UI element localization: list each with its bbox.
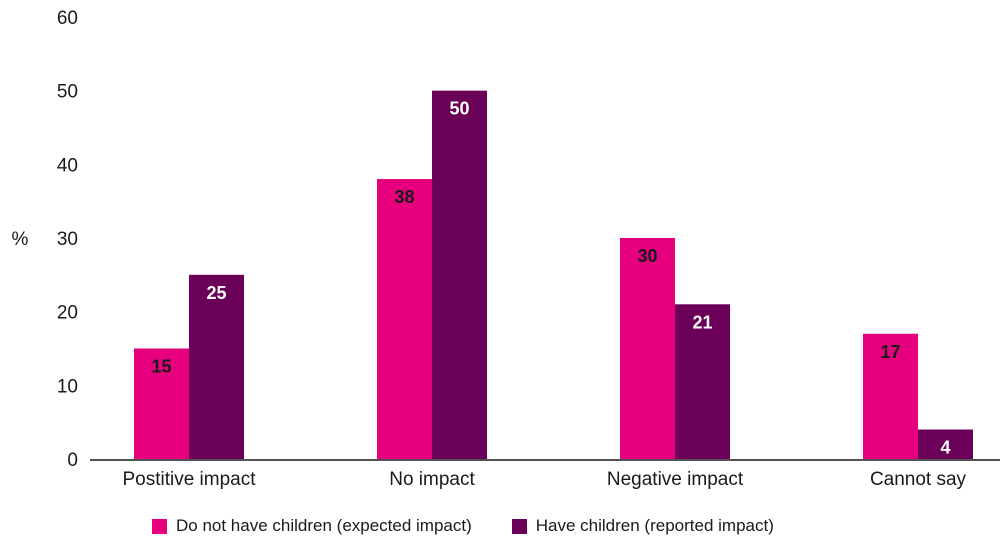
legend-item-have-children: Have children (reported impact) — [511, 516, 774, 536]
bar-data-label: 17 — [880, 342, 900, 362]
bar-chart: 0 10 20 30 40 50 60 % 15 25 38 50 30 21 17 4 Postitiv… — [12, 8, 1000, 490]
y-axis-label: % — [12, 229, 29, 250]
bar — [432, 90, 487, 460]
x-axis-category-labels: Postitive impact No impact Negative impact… — [122, 469, 966, 490]
y-tick-label: 20 — [57, 303, 78, 324]
bar — [863, 333, 918, 459]
bar-data-label: 50 — [449, 99, 469, 119]
bar — [620, 238, 675, 459]
legend: Do not have children (expected impact) H… — [152, 516, 814, 536]
y-tick-label: 30 — [57, 229, 78, 250]
bar-data-label: 15 — [151, 357, 171, 377]
x-category-label: Cannot say — [870, 469, 967, 490]
bar-data-label: 21 — [692, 312, 712, 332]
y-tick-label: 0 — [67, 450, 78, 471]
bar-data-label: 25 — [206, 283, 226, 303]
bar — [377, 179, 432, 460]
bar — [675, 304, 730, 459]
x-category-label: Postitive impact — [122, 469, 256, 490]
bar-data-label: 4 — [940, 438, 950, 458]
legend-label-no-children: Do not have children (expected impact) — [176, 516, 472, 535]
y-tick-label: 40 — [57, 155, 78, 176]
x-category-label: Negative impact — [607, 469, 744, 490]
bar — [189, 274, 244, 459]
y-axis-ticks: 0 10 20 30 40 50 60 — [57, 8, 78, 471]
y-tick-label: 60 — [57, 8, 78, 29]
bar-data-label: 30 — [637, 246, 657, 266]
legend-label-have-children: Have children (reported impact) — [535, 516, 774, 535]
legend-swatch-have-children — [511, 518, 527, 534]
bar — [134, 348, 189, 459]
bar — [918, 429, 973, 459]
y-tick-label: 50 — [57, 82, 78, 103]
bars: 15 25 38 50 30 21 17 4 — [134, 90, 973, 460]
legend-swatch-no-children — [152, 518, 167, 534]
bar-data-label: 38 — [394, 187, 414, 207]
x-category-label: No impact — [389, 469, 475, 490]
legend-item-no-children: Do not have children (expected impact) — [152, 516, 472, 536]
y-tick-label: 10 — [57, 376, 78, 397]
